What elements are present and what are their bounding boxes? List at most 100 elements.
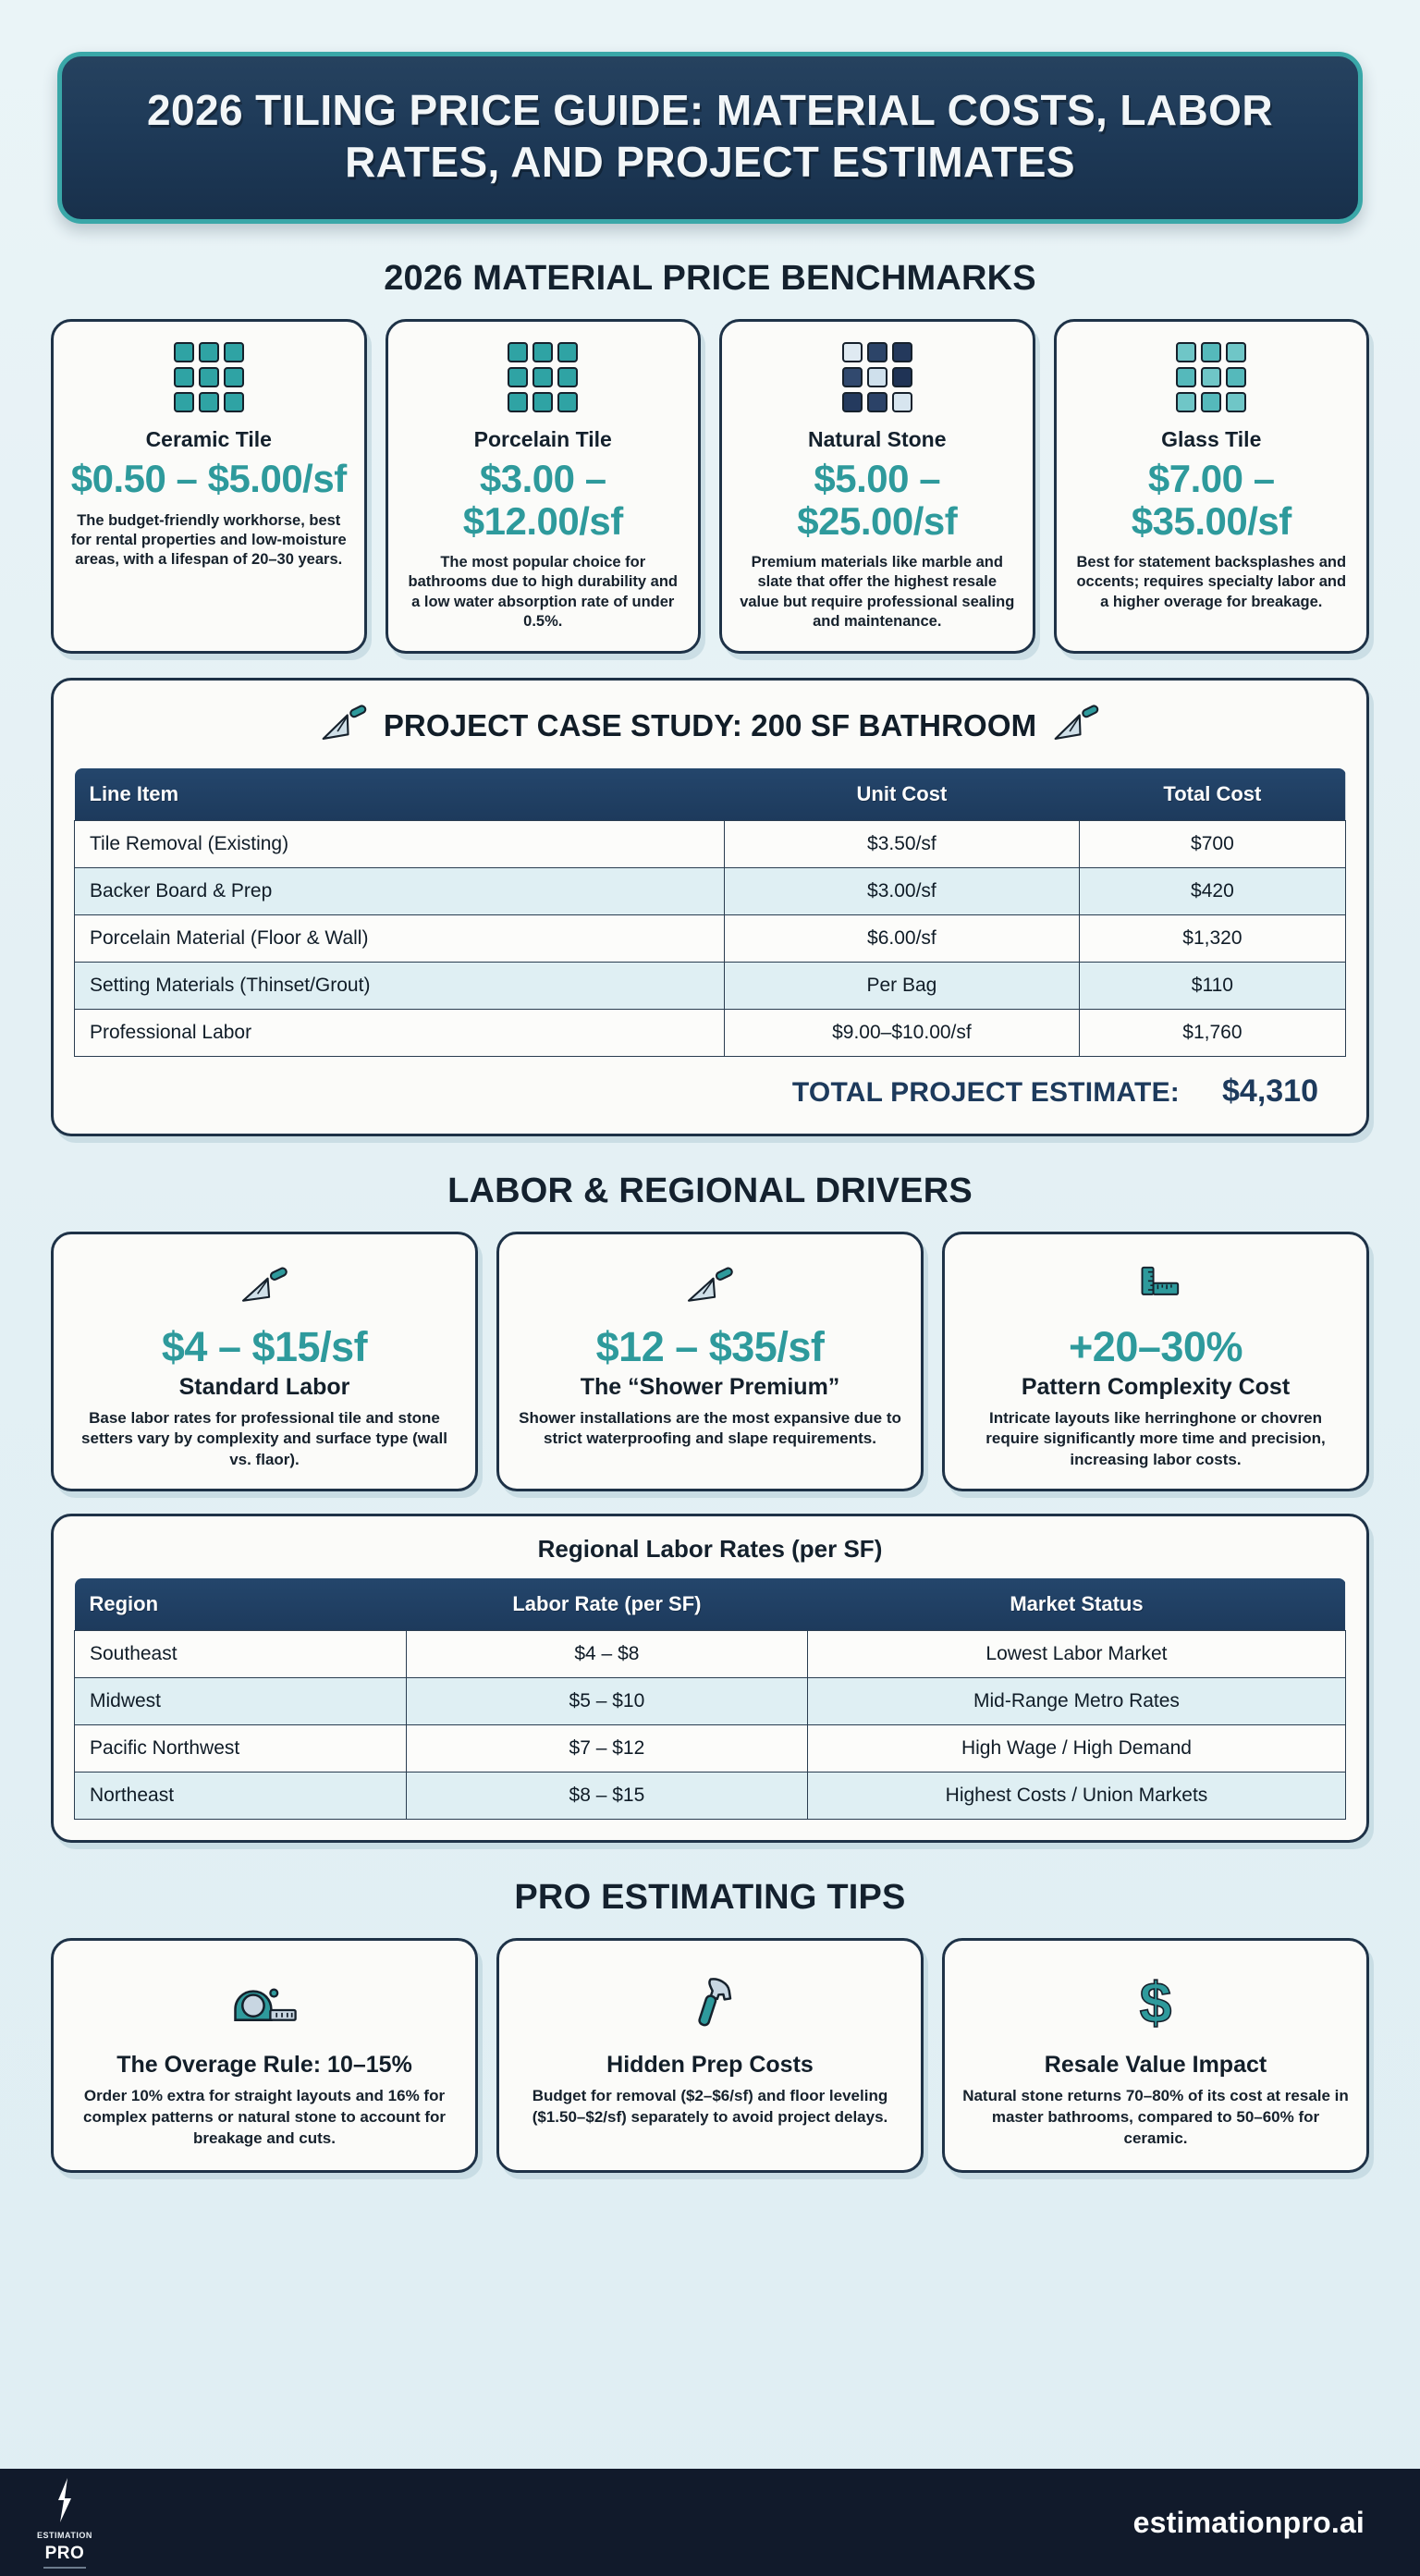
- table-cell: Porcelain Material (Floor & Wall): [73, 914, 726, 963]
- material-price: $5.00 – $25.00/sf: [797, 457, 958, 543]
- case-study-table: Line Item Unit Cost Total Cost Tile Remova…: [73, 767, 1347, 1057]
- table-cell: $700: [1078, 819, 1347, 868]
- table-row: Professional Labor $9.00–$10.00/sf $1,760: [73, 1008, 1347, 1057]
- tips-cards-grid: The Overage Rule: 10–15% Order 10% extra…: [0, 1938, 1420, 2173]
- brand-logo-main: PRO: [44, 2543, 85, 2563]
- dollar-sign-icon: $: [961, 1963, 1350, 2042]
- table-row: Midwest $5 – $10 Mid-Range Metro Rates: [74, 1677, 1347, 1726]
- material-description: The most popular choice for bathrooms du…: [408, 553, 679, 631]
- case-study-total: TOTAL PROJECT ESTIMATE: $4,310: [74, 1057, 1346, 1113]
- table-cell: Southeast: [74, 1630, 407, 1679]
- table-cell: High Wage / High Demand: [806, 1724, 1347, 1773]
- tile-grid-icon: [508, 342, 579, 413]
- table-cell: $6.00/sf: [724, 914, 1080, 963]
- table-cell: $3.50/sf: [724, 819, 1080, 868]
- trowel-icon: [1051, 699, 1101, 754]
- table-cell: $7 – $12: [405, 1724, 808, 1773]
- material-name: Porcelain Tile: [473, 427, 612, 452]
- table-row: Backer Board & Prep $3.00/sf $420: [73, 866, 1347, 915]
- labor-driver-card: +20–30% Pattern Complexity Cost Intricat…: [942, 1231, 1369, 1492]
- table-cell: $8 – $15: [405, 1772, 808, 1821]
- table-cell: Northeast: [74, 1772, 407, 1821]
- table-cell: Backer Board & Prep: [73, 866, 726, 915]
- table-cell: Per Bag: [724, 961, 1080, 1010]
- svg-text:$: $: [1140, 1972, 1172, 2034]
- table-row: Porcelain Material (Floor & Wall) $6.00/s…: [73, 914, 1347, 963]
- case-study-panel: PROJECT CASE STUDY: 200 SF BATHROOM Line…: [51, 677, 1369, 1136]
- materials-section-title: 2026 MATERIAL PRICE BENCHMARKS: [384, 259, 1036, 299]
- table-cell: $110: [1078, 961, 1347, 1010]
- table-row: Northeast $8 – $15 Highest Costs / Union M…: [74, 1772, 1347, 1821]
- material-description: The budget-friendly workhorse, best for …: [70, 511, 347, 569]
- table-cell: $1,760: [1078, 1008, 1347, 1057]
- material-card: Natural Stone $5.00 – $25.00/sf Premium …: [719, 319, 1035, 654]
- table-cell: Lowest Labor Market: [806, 1630, 1347, 1679]
- pro-tip-card: The Overage Rule: 10–15% Order 10% extra…: [51, 1938, 478, 2173]
- header-section: 2026 TILING PRICE GUIDE: MATERIAL COSTS,…: [0, 0, 1420, 225]
- pro-tip-card: Hidden Prep Costs Budget for removal ($2…: [496, 1938, 924, 2173]
- column-header: Line Item: [89, 781, 179, 805]
- tip-description: Budget for removal ($2–$6/sf) and floor …: [532, 2087, 888, 2127]
- material-price: $0.50 – $5.00/sf: [70, 457, 347, 501]
- material-name: Glass Tile: [1161, 427, 1262, 452]
- material-price: $3.00 – $12.00/sf: [462, 457, 623, 543]
- estimation-pro-logo-icon: [52, 2476, 78, 2529]
- regional-rates-panel: Regional Labor Rates (per SF) Region Labo…: [51, 1514, 1369, 1844]
- brand-logo-top: ESTIMATION: [37, 2531, 92, 2541]
- labor-description: Base labor rates for professional tile a…: [81, 1408, 447, 1468]
- tile-grid-icon: [173, 342, 244, 413]
- trowel-icon: [516, 1253, 904, 1321]
- table-cell: $420: [1078, 866, 1347, 915]
- case-study-title: PROJECT CASE STUDY: 200 SF BATHROOM: [383, 708, 1037, 743]
- regional-table-title: Regional Labor Rates (per SF): [537, 1535, 883, 1564]
- tile-grid-icon: [841, 342, 912, 413]
- material-card: Porcelain Tile $3.00 – $12.00/sf The mos…: [385, 319, 701, 654]
- header-banner: 2026 TILING PRICE GUIDE: MATERIAL COSTS,…: [57, 52, 1363, 225]
- column-header: Region: [89, 1592, 159, 1616]
- trowel-icon: [319, 699, 369, 754]
- table-row: Tile Removal (Existing) $3.50/sf $700: [73, 819, 1347, 868]
- labor-section-title: LABOR & REGIONAL DRIVERS: [447, 1171, 973, 1210]
- trowel-icon: [70, 1253, 459, 1321]
- material-card: Glass Tile $7.00 – $35.00/sf Best for st…: [1053, 319, 1369, 654]
- material-name: Natural Stone: [807, 427, 947, 452]
- material-cards-grid: Ceramic Tile $0.50 – $5.00/sf The budget…: [0, 319, 1420, 654]
- table-cell: Midwest: [74, 1677, 407, 1726]
- table-row: Pacific Northwest $7 – $12 High Wage / Hig…: [74, 1724, 1347, 1773]
- labor-value: $12 – $35/sf: [595, 1322, 825, 1370]
- table-row: Southeast $4 – $8 Lowest Labor Market: [74, 1630, 1347, 1679]
- labor-driver-card: $4 – $15/sf Standard Labor Base labor ra…: [51, 1231, 478, 1492]
- total-value: $4,310: [1222, 1073, 1318, 1109]
- column-header: Total Cost: [1163, 781, 1262, 805]
- labor-value: +20–30%: [1069, 1322, 1242, 1370]
- column-header: Market Status: [1010, 1592, 1144, 1616]
- table-cell: Professional Labor: [73, 1008, 726, 1057]
- material-description: Premium materials like marble and slate …: [740, 553, 1015, 631]
- tip-title: The Overage Rule: 10–15%: [116, 2052, 412, 2079]
- labor-name: The “Shower Premium”: [580, 1373, 840, 1400]
- table-header-row: Region Labor Rate (per SF) Market Status: [74, 1578, 1346, 1631]
- tip-title: Hidden Prep Costs: [606, 2052, 814, 2079]
- table-row: Setting Materials (Thinset/Grout) Per Bag…: [73, 961, 1347, 1010]
- tile-grid-icon: [1176, 342, 1247, 413]
- page-footer: ESTIMATION PRO estimationpro.ai: [0, 2469, 1420, 2576]
- regional-rates-table: Region Labor Rate (per SF) Market Status S…: [74, 1578, 1347, 1821]
- tip-title: Resale Value Impact: [1044, 2052, 1267, 2079]
- labor-name: Standard Labor: [178, 1373, 350, 1400]
- labor-cards-grid: $4 – $15/sf Standard Labor Base labor ra…: [0, 1231, 1420, 1492]
- tip-description: Order 10% extra for straight layouts and…: [82, 2087, 446, 2147]
- table-cell: $1,320: [1078, 914, 1347, 963]
- tip-description: Natural stone returns 70–80% of its cost…: [962, 2087, 1349, 2147]
- table-cell: $4 – $8: [405, 1630, 808, 1679]
- table-cell: $5 – $10: [405, 1677, 808, 1726]
- tips-section-title: PRO ESTIMATING TIPS: [514, 1878, 906, 1918]
- table-cell: Tile Removal (Existing): [73, 819, 726, 868]
- tape-measure-icon: [70, 1963, 459, 2042]
- material-description: Best for statement backsplashes and occe…: [1076, 553, 1347, 610]
- ruler-icon: [961, 1253, 1350, 1321]
- material-name: Ceramic Tile: [145, 427, 272, 452]
- labor-name: Pattern Complexity Cost: [1021, 1373, 1291, 1400]
- page-title: 2026 TILING PRICE GUIDE: MATERIAL COSTS,…: [147, 86, 1273, 187]
- labor-driver-card: $12 – $35/sf The “Shower Premium” Shower…: [496, 1231, 924, 1492]
- table-cell: $9.00–$10.00/sf: [724, 1008, 1080, 1057]
